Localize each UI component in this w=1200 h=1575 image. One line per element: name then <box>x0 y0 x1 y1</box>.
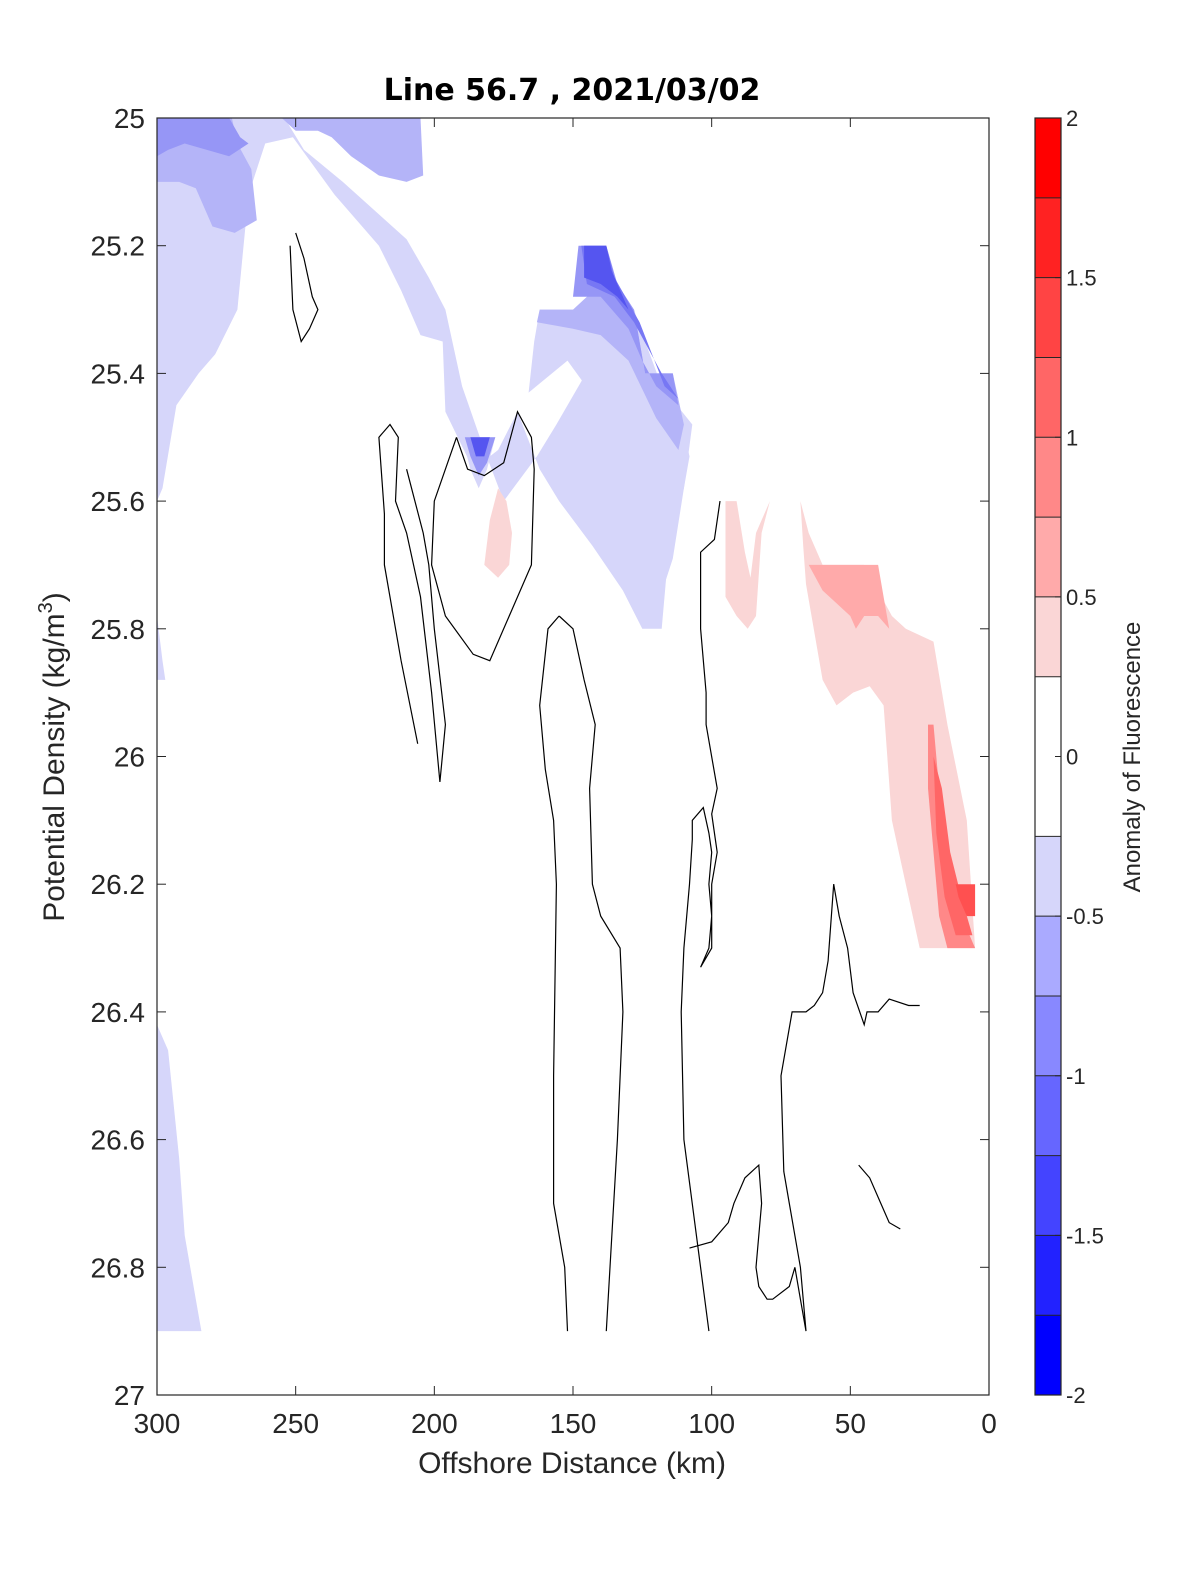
colorbar-segment <box>1035 995 1061 1076</box>
contour-lines <box>289 232 920 1332</box>
filled-region-4 <box>157 616 166 680</box>
colorbar-segment <box>1035 437 1061 518</box>
y-tick-label: 26 <box>114 742 145 773</box>
filled-region-15 <box>725 501 770 629</box>
filled-region-12 <box>464 437 496 476</box>
colorbar-tick-label: -1.5 <box>1066 1223 1104 1248</box>
colorbar-tick-label: 0 <box>1066 745 1078 770</box>
colorbar-tick-label: 2 <box>1066 106 1078 131</box>
y-tick-label: 26.2 <box>91 869 146 900</box>
filled-region-2 <box>281 118 424 182</box>
colorbar-segment <box>1035 1155 1061 1236</box>
filled-region-14 <box>484 488 512 578</box>
y-tick-label: 26.6 <box>91 1125 146 1156</box>
filled-region-13 <box>470 437 490 457</box>
y-tick-label: 25.8 <box>91 614 146 645</box>
filled-region-10 <box>584 245 629 310</box>
filled-region-3 <box>157 118 249 157</box>
x-tick-label: 150 <box>550 1408 597 1439</box>
colorbar-tick-label: -2 <box>1066 1383 1086 1408</box>
filled-region-5 <box>157 1024 202 1332</box>
x-tick-label: 300 <box>134 1408 181 1439</box>
filled-region-7 <box>536 284 684 450</box>
plot-area <box>157 118 989 1395</box>
y-axis-label-text: Potential Density (kg/m <box>38 613 71 921</box>
y-tick-label: 25.4 <box>91 358 146 389</box>
contour-line-6 <box>833 884 920 1027</box>
colorbar-segment <box>1035 118 1061 198</box>
colorbar-tick-label: -1 <box>1066 1064 1086 1089</box>
contour-line-1 <box>378 423 447 783</box>
filled-region-20 <box>955 884 976 917</box>
colorbar-tick-label: -0.5 <box>1066 904 1104 929</box>
y-tick-label: 26.8 <box>91 1252 146 1283</box>
x-axis: 300 250 200 150 100 50 0 <box>134 118 997 1439</box>
colorbar-label: Anomaly of Fluorescence <box>1119 622 1146 893</box>
y-axis-label: Potential Density (kg/m3) <box>35 592 71 922</box>
contour-line-0 <box>289 232 319 343</box>
colorbar-tick-label: 1.5 <box>1066 266 1097 291</box>
colorbar-tick-label: 1 <box>1066 425 1078 450</box>
filled-region-18 <box>928 724 976 949</box>
x-tick-label: 100 <box>688 1408 735 1439</box>
colorbar-segment <box>1035 197 1061 278</box>
colorbar-segment <box>1035 517 1061 597</box>
colorbar-segment <box>1035 1075 1061 1156</box>
x-tick-label: 200 <box>411 1408 458 1439</box>
x-axis-label: Offshore Distance (km) <box>418 1447 726 1480</box>
filled-contours <box>157 118 976 1332</box>
y-tick-label: 25.2 <box>91 231 146 262</box>
colorbar-segment <box>1035 1235 1061 1316</box>
filled-region-17 <box>808 564 890 629</box>
y-tick-label: 27 <box>114 1380 145 1411</box>
y-axis: 25 25.2 25.4 25.6 25.8 26 26.2 26.4 26.6 26.8 27 <box>91 103 989 1411</box>
y-tick-label: 25.6 <box>91 486 146 517</box>
contour-line-3 <box>558 615 624 1332</box>
y-axis-label-close: ) <box>38 592 71 602</box>
contour-line-5 <box>680 501 721 1332</box>
x-tick-label: 0 <box>981 1408 997 1439</box>
contour-line-2 <box>430 410 535 662</box>
y-tick-label: 25 <box>114 103 145 134</box>
colorbar-segment <box>1035 357 1061 438</box>
colorbar-segment <box>1035 1315 1061 1395</box>
contour-line-4 <box>539 615 569 1332</box>
chart-title: Line 56.7 , 2021/03/02 <box>384 73 761 108</box>
colorbar-segment <box>1035 277 1061 358</box>
colorbar-tick-label: 0.5 <box>1066 585 1097 610</box>
y-axis-label-superscript: 3 <box>35 602 57 613</box>
colorbar-segment <box>1035 836 1061 917</box>
filled-region-19 <box>933 756 973 936</box>
filled-region-16 <box>800 501 976 949</box>
contour-line-7 <box>689 884 835 1332</box>
x-tick-label: 50 <box>835 1408 866 1439</box>
colorbar-segment <box>1035 596 1061 677</box>
contour-line-8 <box>858 1164 901 1230</box>
colorbar-segment <box>1035 916 1061 996</box>
x-tick-label: 250 <box>272 1408 319 1439</box>
colorbar: -2 -1.5 -1 -0.5 0 0.5 1 1.5 2 <box>1034 106 1104 1408</box>
y-tick-label: 26.4 <box>91 997 146 1028</box>
